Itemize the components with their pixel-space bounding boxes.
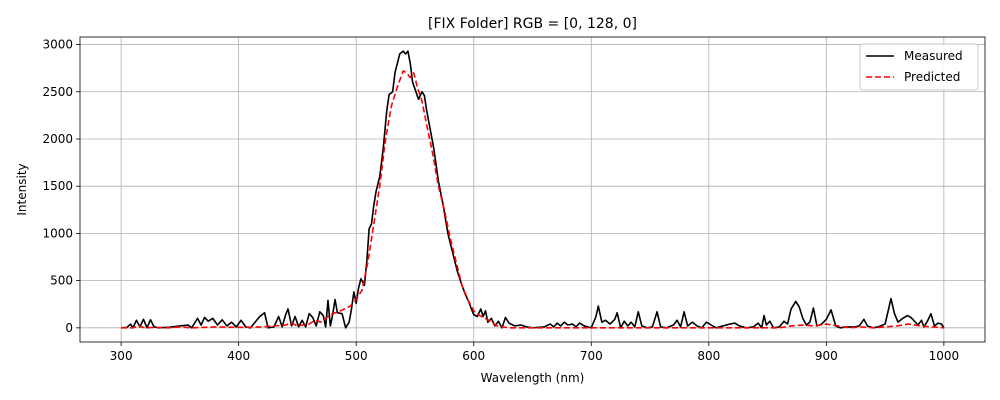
legend-label-measured: Measured bbox=[904, 49, 963, 63]
x-tick-label: 500 bbox=[345, 349, 368, 363]
x-axis-label: Wavelength (nm) bbox=[481, 371, 585, 385]
y-tick-label: 2500 bbox=[42, 85, 73, 99]
x-tick-label: 600 bbox=[462, 349, 485, 363]
legend: Measured Predicted bbox=[859, 43, 979, 91]
x-tick-label: 400 bbox=[227, 349, 250, 363]
plot-background bbox=[80, 37, 985, 342]
y-tick-label: 2000 bbox=[42, 132, 73, 146]
x-tick-label: 1000 bbox=[929, 349, 960, 363]
y-tick-label: 0 bbox=[65, 321, 73, 335]
y-tick-label: 3000 bbox=[42, 38, 73, 52]
y-axis-label: Intensity bbox=[15, 163, 29, 215]
x-tick-label: 900 bbox=[815, 349, 838, 363]
series-layer bbox=[121, 50, 945, 329]
series-line-measured bbox=[121, 50, 945, 329]
x-tick-label: 700 bbox=[580, 349, 603, 363]
legend-label-predicted: Predicted bbox=[904, 70, 960, 84]
x-tick-label: 300 bbox=[110, 349, 133, 363]
plot-frame bbox=[79, 36, 986, 343]
y-tick-label: 1500 bbox=[42, 179, 73, 193]
y-tick-label: 1000 bbox=[42, 226, 73, 240]
x-tick-label: 800 bbox=[697, 349, 720, 363]
series-line-predicted bbox=[121, 70, 944, 329]
chart-title: [FIX Folder] RGB = [0, 128, 0] bbox=[428, 16, 637, 32]
grid bbox=[80, 37, 985, 342]
ticks: 300 400 500 600 700 800 900 1000 0 500 1000 1500 200… bbox=[42, 38, 959, 363]
y-tick-label: 500 bbox=[50, 274, 73, 288]
